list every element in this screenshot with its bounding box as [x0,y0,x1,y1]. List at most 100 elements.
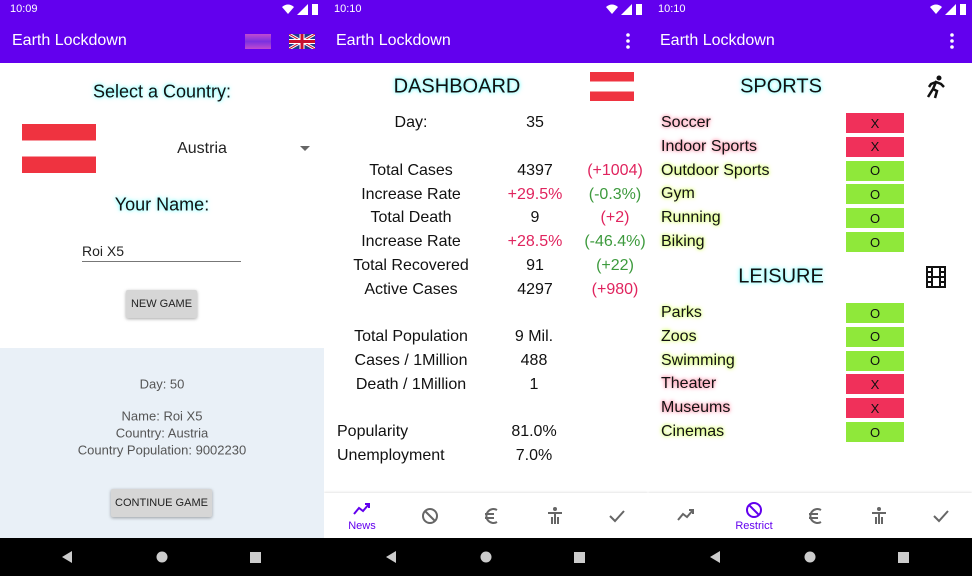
nav-recents[interactable] [574,552,585,563]
nav-recents[interactable] [898,552,909,563]
overflow-menu[interactable] [624,33,632,49]
economy-label: Popularity [337,423,409,440]
stat-label: Increase Rate [361,233,461,251]
activity-name: Gym [661,185,695,203]
activity-toggle[interactable]: O [846,350,904,371]
tab-icon[interactable] [744,500,764,520]
system-nav-bar [324,538,648,576]
leisure-icon [926,266,946,288]
activity-toggle[interactable]: O [846,303,904,323]
activity-toggle[interactable]: O [846,184,904,205]
population-value: 1 [529,376,539,393]
population-label: Total Population [354,328,468,345]
economy-value: 81.0% [511,423,557,440]
activity-toggle[interactable]: X [846,113,904,133]
tab-icon[interactable] [869,506,889,526]
app-title: Earth Lockdown [336,32,451,49]
activity-toggle[interactable]: X [846,398,904,419]
name-input[interactable]: Roi X5 [82,243,125,259]
tab-label-active[interactable]: Restrict [735,520,773,532]
day-value: 35 [526,114,544,131]
nav-home[interactable] [804,551,816,563]
stat-change: (+1004) [587,162,643,179]
nav-back[interactable] [62,551,74,563]
tab-icon[interactable] [545,506,565,526]
screen-dashboard: 10:10 Earth Lockdown DASHBOARD Day: 35 Total … [324,0,648,576]
activity-toggle[interactable]: X [846,136,904,157]
activity-name: Cinemas [661,423,725,440]
app-bar: Earth Lockdown [324,19,648,63]
stat-label: Total Recovered [353,256,469,274]
app-bar: Earth Lockdown [648,19,972,63]
tab-icon[interactable] [482,506,502,526]
status-icons [930,4,966,15]
tab-label-active[interactable]: News [348,520,376,532]
stat-label: Active Cases [364,280,458,298]
tab-icon[interactable] [352,500,372,520]
population-value: 488 [520,352,548,369]
flag-austria [590,72,634,101]
language-flag-uk[interactable] [289,34,315,49]
app-bar: Earth Lockdown [0,19,324,63]
status-bar: 10:10 [324,0,648,19]
activity-toggle[interactable]: O [846,208,904,229]
activity-toggle[interactable]: O [846,160,904,181]
stat-change: (-0.3%) [588,185,642,203]
dropdown-arrow[interactable] [300,146,310,152]
population-label: Cases / 1Million [354,352,468,369]
dashboard-heading: DASHBOARD [393,75,521,98]
section-heading: SPORTS [740,75,822,98]
stat-change: (+980) [591,280,639,298]
saved-game-line: Name: Roi X5 [121,408,203,424]
activity-name: Outdoor Sports [661,161,770,179]
nav-recents[interactable] [250,552,261,563]
saved-game-line: Country Population: 9002230 [77,442,247,458]
section-heading: LEISURE [738,265,824,288]
saved-game-line: Day: 50 [139,376,185,392]
activity-toggle[interactable]: O [846,422,904,442]
stat-value: 91 [526,256,544,274]
stat-value: 4297 [517,280,553,298]
overflow-menu[interactable] [948,33,956,49]
nav-back[interactable] [710,551,722,563]
activity-name: Swimming [661,351,735,369]
stat-value: +29.5% [507,185,563,203]
activity-name: Museums [661,399,731,417]
new-game-button[interactable]: NEW GAME [126,290,197,318]
status-time: 10:10 [658,3,686,15]
day-label: Day: [394,114,428,131]
tab-icon[interactable] [420,506,440,526]
app-title: Earth Lockdown [660,32,775,49]
tab-icon[interactable] [676,506,696,526]
nav-home[interactable] [480,551,492,563]
sports-icon [926,75,945,99]
language-flag[interactable] [245,34,271,49]
status-time: 10:09 [10,3,38,15]
activity-toggle[interactable]: O [846,326,904,347]
population-label: Death / 1Million [355,376,467,393]
activity-toggle[interactable]: O [846,232,904,252]
tab-icon[interactable] [806,506,826,526]
activity-name: Indoor Sports [661,137,758,155]
tab-icon[interactable] [607,506,627,526]
nav-back[interactable] [386,551,398,563]
activity-toggle[interactable]: X [846,374,904,395]
stat-label: Total Death [370,209,452,227]
status-icons [282,4,318,15]
activity-name: Soccer [661,114,711,131]
screen-restrict: 10:10 Earth Lockdown SPORTS Soccer X Indoor S… [648,0,972,576]
app-title: Earth Lockdown [12,32,127,49]
stat-value: 4397 [517,162,553,179]
activity-name: Theater [661,375,717,393]
country-dropdown[interactable]: Austria [177,140,227,157]
population-value: 9 Mil. [514,328,554,345]
system-nav-bar [0,538,324,576]
economy-label: Unemployment [337,447,445,464]
tab-icon[interactable] [931,506,951,526]
stat-label: Increase Rate [361,185,461,203]
continue-game-button[interactable]: CONTINUE GAME [111,489,212,517]
nav-home[interactable] [156,551,168,563]
stat-change: (+2) [600,209,630,227]
